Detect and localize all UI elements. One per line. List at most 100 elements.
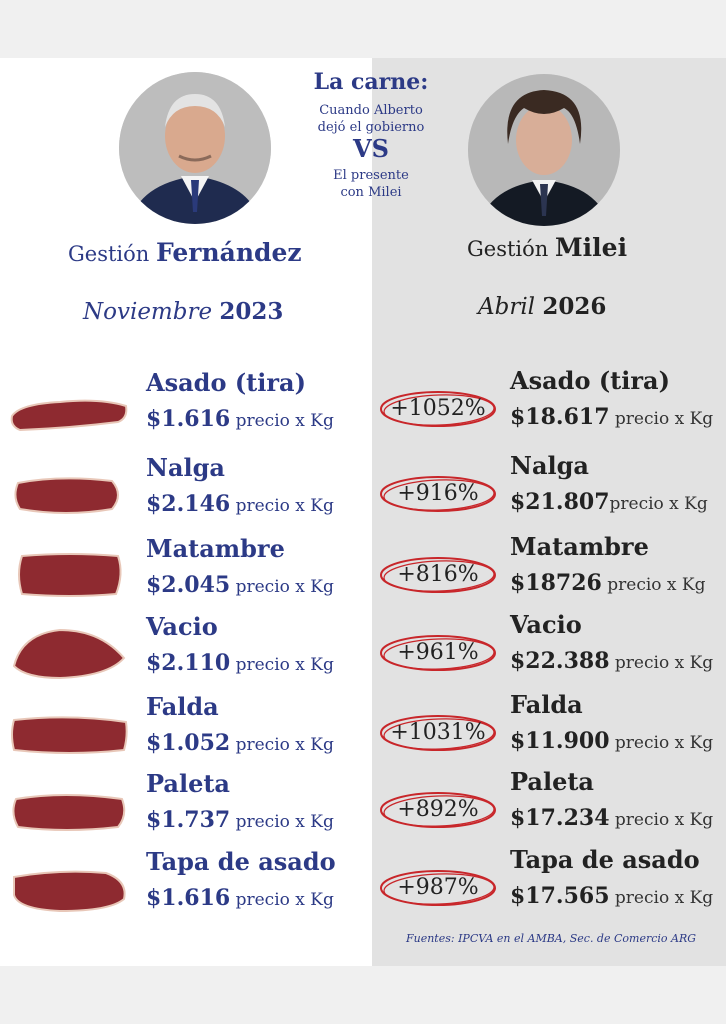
- price-unit: precio x Kg: [609, 653, 714, 673]
- red-circle-icon: [380, 476, 496, 512]
- price-unit: precio x Kg: [230, 411, 334, 431]
- red-circle-icon: [380, 870, 496, 906]
- subtitle-line-4: con Milei: [340, 185, 402, 200]
- cut-name-left: Asado (tira): [146, 368, 306, 397]
- increase-percent: +961%: [397, 640, 479, 665]
- main-title: La carne:: [313, 69, 429, 95]
- old-price-value: $1.737: [146, 807, 231, 833]
- milei-label: Gestión Milei: [467, 233, 627, 262]
- price-unit: precio x Kg: [230, 812, 334, 832]
- meat-photo: [0, 376, 138, 440]
- milei-year: 2026: [542, 293, 607, 320]
- red-circle-icon: [380, 635, 496, 671]
- new-price-value: $18726: [510, 570, 602, 596]
- old-price-value: $2.045: [146, 572, 231, 598]
- price-unit: precio x Kg: [609, 409, 714, 429]
- fernandez-date: Noviembre 2023: [83, 298, 283, 325]
- increase-percent: +892%: [397, 797, 479, 822]
- old-price-value: $1.052: [146, 730, 231, 756]
- new-price: $22.388 precio x Kg: [510, 648, 713, 674]
- new-price: $21.807precio x Kg: [510, 489, 708, 515]
- old-price: $2.110 precio x Kg: [146, 650, 334, 676]
- cut-name-left: Matambre: [146, 534, 285, 563]
- cut-name-right: Paleta: [510, 767, 594, 796]
- cut-name-right: Matambre: [510, 532, 649, 561]
- fernandez-portrait: [119, 72, 271, 224]
- old-price: $1.616 precio x Kg: [146, 885, 334, 911]
- price-unit: precio x Kg: [609, 733, 714, 753]
- fernandez-label: Gestión Fernández: [68, 238, 302, 267]
- price-unit: precio x Kg: [609, 494, 708, 514]
- vs-label: VS: [353, 134, 389, 163]
- subtitle-line-1: Cuando Alberto: [319, 103, 423, 118]
- cut-name-left: Paleta: [146, 769, 230, 798]
- new-price: $17.234 precio x Kg: [510, 805, 713, 831]
- price-unit: precio x Kg: [609, 810, 714, 830]
- red-circle-icon: [380, 792, 496, 828]
- increase-percent: +916%: [397, 481, 479, 506]
- source-note: Fuentes: IPCVA en el AMBA, Sec. de Comer…: [406, 932, 697, 945]
- increase-badge: +1031%: [379, 714, 497, 752]
- cut-name-right: Tapa de asado: [510, 845, 700, 874]
- cut-name-right: Falda: [510, 690, 583, 719]
- red-circle-icon: [380, 391, 496, 427]
- fernandez-label-name: Fernández: [156, 238, 302, 267]
- old-price: $1.052 precio x Kg: [146, 730, 334, 756]
- price-unit: precio x Kg: [230, 496, 334, 516]
- increase-percent: +816%: [397, 562, 479, 587]
- old-price: $1.737 precio x Kg: [146, 807, 334, 833]
- old-price: $1.616 precio x Kg: [146, 406, 334, 432]
- increase-badge: +816%: [379, 556, 497, 594]
- milei-portrait: [468, 74, 620, 226]
- fernandez-label-prefix: Gestión: [68, 242, 150, 266]
- new-price-value: $21.807: [510, 489, 610, 515]
- increase-percent: +1031%: [390, 720, 486, 745]
- fernandez-month: Noviembre: [83, 299, 213, 325]
- increase-percent: +987%: [397, 875, 479, 900]
- price-unit: precio x Kg: [230, 890, 334, 910]
- meat-photo: [0, 542, 138, 606]
- subtitle-line-2: dejó el gobierno: [317, 120, 425, 135]
- fernandez-year: 2023: [219, 298, 284, 325]
- old-price: $2.045 precio x Kg: [146, 572, 334, 598]
- milei-month: Abril: [478, 294, 536, 320]
- meat-photo: [0, 700, 138, 764]
- new-price: $18726 precio x Kg: [510, 570, 706, 596]
- new-price-value: $17.234: [510, 805, 610, 831]
- red-circle-icon: [380, 715, 496, 751]
- old-price-value: $1.616: [146, 885, 231, 911]
- cut-name-right: Nalga: [510, 451, 589, 480]
- increase-badge: +961%: [379, 634, 497, 672]
- price-unit: precio x Kg: [230, 577, 334, 597]
- increase-badge: +892%: [379, 791, 497, 829]
- subtitle-line-3: El presente: [333, 168, 409, 183]
- price-unit: precio x Kg: [601, 575, 706, 595]
- cut-name-left: Falda: [146, 692, 219, 721]
- cut-name-right: Vacio: [510, 610, 582, 639]
- meat-photo: [0, 777, 138, 841]
- old-price-value: $2.110: [146, 650, 231, 676]
- milei-label-name: Milei: [555, 233, 628, 262]
- milei-label-prefix: Gestión: [467, 237, 549, 261]
- increase-badge: +916%: [379, 475, 497, 513]
- old-price: $2.146 precio x Kg: [146, 491, 334, 517]
- price-unit: precio x Kg: [609, 888, 714, 908]
- cut-name-left: Vacio: [146, 612, 218, 641]
- title-block: La carne: Cuando Alberto dejó el gobiern…: [296, 68, 446, 201]
- meat-photo: [0, 461, 138, 525]
- price-unit: precio x Kg: [230, 655, 334, 675]
- new-price-value: $11.900: [510, 728, 610, 754]
- milei-date: Abril 2026: [478, 293, 606, 320]
- increase-percent: +1052%: [390, 396, 486, 421]
- increase-badge: +987%: [379, 869, 497, 907]
- red-circle-icon: [380, 557, 496, 593]
- new-price-value: $18.617: [510, 404, 610, 430]
- cut-name-left: Tapa de asado: [146, 847, 336, 876]
- cut-name-left: Nalga: [146, 453, 225, 482]
- meat-photo: [0, 620, 138, 684]
- new-price: $11.900 precio x Kg: [510, 728, 713, 754]
- new-price: $17.565 precio x Kg: [510, 883, 713, 909]
- meat-photo: [0, 855, 138, 919]
- new-price-value: $17.565: [510, 883, 610, 909]
- cut-name-right: Asado (tira): [510, 366, 670, 395]
